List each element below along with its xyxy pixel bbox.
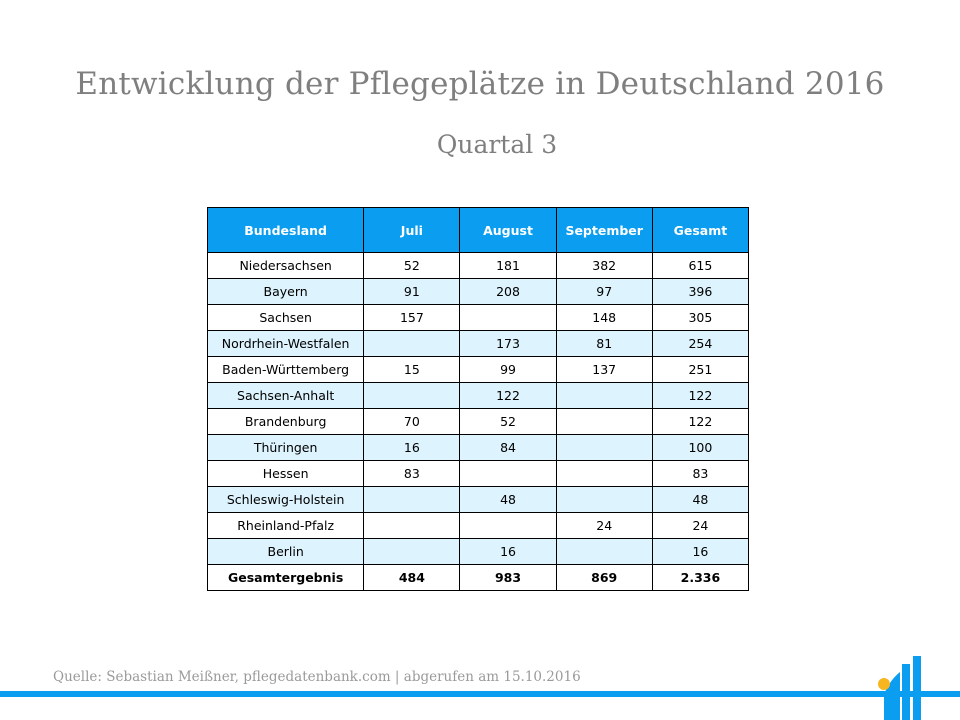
row-label-cell: Hessen [206,460,365,487]
table-cell [555,486,653,513]
table-cell: 48 [651,486,750,513]
table-cell: 157 [363,304,461,331]
table-cell [363,330,461,357]
table-cell: 52 [459,408,557,435]
table-cell: 52 [363,252,461,279]
table-cell: 24 [651,512,750,539]
row-label-cell: Baden-Württemberg [206,356,365,383]
table-cell: 99 [459,356,557,383]
table-cell: 100 [651,434,750,461]
row-label-cell: Berlin [206,538,365,565]
table-cell: 122 [651,408,750,435]
table-row: Hessen 83 83 [206,460,750,487]
table-row: Rheinland-Pfalz 24 24 [206,512,750,539]
total-label-cell: Gesamtergebnis [206,564,365,591]
table-header-row: Bundesland Juli August September Gesamt [206,207,750,253]
table-cell: 251 [651,356,750,383]
table-cell: 615 [651,252,750,279]
table-cell [555,538,653,565]
footer-bar [0,691,960,697]
table-cell [555,408,653,435]
table-cell: 91 [363,278,461,305]
table-cell: 122 [459,382,557,409]
table-cell [363,512,461,539]
logo-bar [902,664,910,720]
total-cell: 2.336 [651,564,750,591]
table-cell: 396 [651,278,750,305]
table-row: Brandenburg 70 52 122 [206,408,750,435]
table-cell: 173 [459,330,557,357]
table-cell: 254 [651,330,750,357]
table-cell [363,382,461,409]
table-cell: 122 [651,382,750,409]
logo-swoosh [884,672,900,720]
row-label-cell: Brandenburg [206,408,365,435]
table-cell: 24 [555,512,653,539]
row-label-cell: Schleswig-Holstein [206,486,365,513]
column-header: September [555,207,653,253]
table-cell: 208 [459,278,557,305]
row-label-cell: Sachsen-Anhalt [206,382,365,409]
table-cell [555,382,653,409]
table-cell: 15 [363,356,461,383]
table-cell: 382 [555,252,653,279]
row-label-cell: Nordrhein-Westfalen [206,330,365,357]
table-row: Schleswig-Holstein 48 48 [206,486,750,513]
table-row: Bayern 91 208 97 396 [206,278,750,305]
table-cell: 81 [555,330,653,357]
row-label-cell: Niedersachsen [206,252,365,279]
total-cell: 869 [555,564,653,591]
table-cell: 97 [555,278,653,305]
total-cell: 983 [459,564,557,591]
table-cell: 48 [459,486,557,513]
logo-dot [878,678,890,690]
table-cell: 16 [651,538,750,565]
page-subtitle: Quartal 3 [436,130,558,159]
source-note: Quelle: Sebastian Meißner, pflegedatenba… [53,669,581,685]
row-label-cell: Thüringen [206,434,365,461]
table-row: Berlin 16 16 [206,538,750,565]
column-header: Gesamt [651,207,750,253]
total-row: Gesamtergebnis 484 983 869 2.336 [206,564,750,591]
row-label-cell: Sachsen [206,304,365,331]
table-cell: 70 [363,408,461,435]
table-cell: 16 [363,434,461,461]
table-cell: 83 [363,460,461,487]
table-cell [363,486,461,513]
column-header: August [459,207,557,253]
table-body: Niedersachsen 52 181 382 615 Bayern 91 208 97 396… [206,252,750,591]
table-cell [459,460,557,487]
table-cell: 181 [459,252,557,279]
table-row: Baden-Württemberg 15 99 137 251 [206,356,750,383]
column-header: Bundesland [206,207,365,253]
table-row: Sachsen 157 148 305 [206,304,750,331]
table-cell: 16 [459,538,557,565]
table-row: Thüringen 16 84 100 [206,434,750,461]
page-title: Entwicklung der Pflegeplätze in Deutschl… [75,66,885,102]
data-table: Bundesland Juli August September Gesamt … [206,207,750,591]
table-cell: 148 [555,304,653,331]
column-header: Juli [363,207,461,253]
table-cell: 305 [651,304,750,331]
table-cell [459,512,557,539]
table-row: Nordrhein-Westfalen 173 81 254 [206,330,750,357]
table-cell: 83 [651,460,750,487]
table-row: Sachsen-Anhalt 122 122 [206,382,750,409]
table-cell [459,304,557,331]
table-cell [555,434,653,461]
row-label-cell: Bayern [206,278,365,305]
row-label-cell: Rheinland-Pfalz [206,512,365,539]
logo-bar [913,656,921,720]
table-cell [555,460,653,487]
table-row: Niedersachsen 52 181 382 615 [206,252,750,279]
table-cell: 84 [459,434,557,461]
bar-chart-logo-icon [878,656,921,720]
table-cell [363,538,461,565]
total-cell: 484 [363,564,461,591]
table-cell: 137 [555,356,653,383]
